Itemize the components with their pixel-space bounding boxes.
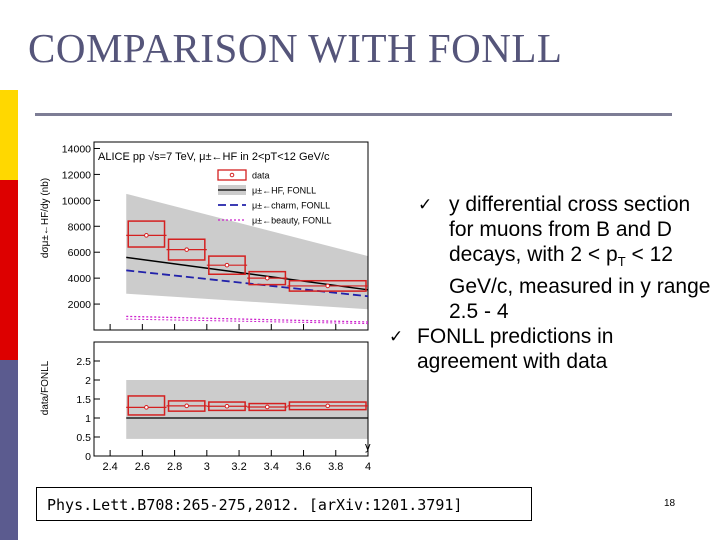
upper-y-axis-label: dσμ±←HF/dy (nb)	[40, 178, 51, 258]
cross-section-plot: 2000 4000 6000 8000 10000 12000 14000 0 0.5 1 1.5…	[40, 141, 371, 473]
x-tick-label: 3.4	[264, 461, 279, 473]
ratio-y-tick-label: 2.5	[76, 356, 91, 368]
reference-citation: Phys.Lett.B708:265-275,2012. [arXiv:1201…	[36, 487, 532, 521]
ratio-point	[184, 403, 189, 409]
sidebar-segment-blue	[0, 360, 18, 540]
data-point	[224, 262, 230, 268]
legend-swatch-data	[217, 169, 247, 181]
ratio-y-tick-label: 1.5	[76, 394, 91, 406]
upper-panel: 2000 4000 6000 8000 10000 12000 14000	[62, 141, 369, 331]
x-tick-label: 4	[365, 461, 371, 473]
legend-swatch-point	[229, 172, 235, 178]
ratio-point	[224, 403, 230, 409]
chart-title: ALICE pp √s=7 TeV, μ±←HF in 2<pT<12 GeV/…	[98, 151, 330, 163]
ratio-y-tick-label: 1	[85, 413, 91, 425]
slide-sidebar	[0, 0, 18, 540]
upper-y-tick-label: 14000	[62, 143, 91, 155]
legend-label: μ±←charm, FONLL	[252, 201, 330, 211]
upper-y-tick-label: 8000	[68, 221, 92, 233]
data-point	[264, 275, 270, 281]
sidebar-segment-yellow	[0, 90, 18, 180]
ratio-point	[325, 403, 331, 409]
upper-y-tick-label: 10000	[62, 195, 91, 207]
upper-frame	[93, 141, 369, 331]
x-tick-label: 3.6	[296, 461, 311, 473]
bullet-subscript: T	[617, 254, 626, 270]
bullet-fonll-agreement: ✓ FONLL predictions in agreement with da…	[389, 324, 711, 374]
ratio-y-tick-label: 2	[85, 375, 91, 387]
ratio-y-tick-label: 0	[85, 451, 91, 463]
ratio-y-axis-label: data/FONLL	[40, 360, 51, 415]
x-tick-label: 2.4	[102, 461, 117, 473]
x-axis: 2.4 2.6 2.8 3 3.2 3.4 3.6 3.8 4	[102, 324, 371, 473]
data-point	[184, 247, 189, 252]
x-tick-label: 3	[204, 461, 210, 473]
bullet-text-part: y differential cross section for muons f…	[449, 193, 691, 266]
chart-legend: data μ±←HF, FONLL μ±←charm, FONLL μ±←beauty…	[217, 169, 332, 226]
x-tick-label: 2.6	[135, 461, 150, 473]
upper-y-tick-label: 4000	[68, 273, 92, 285]
upper-y-tick-label: 12000	[62, 169, 91, 181]
page-number: 18	[664, 498, 676, 509]
bullet-list: ✓ y differential cross section for muons…	[389, 192, 711, 374]
legend-label: μ±←beauty, FONLL	[252, 216, 332, 226]
x-axis-label: y	[365, 441, 371, 453]
checkmark-icon: ✓	[389, 327, 404, 347]
data-point	[144, 233, 149, 238]
checkmark-icon: ✓	[418, 195, 433, 214]
ratio-sys-box	[127, 395, 166, 416]
legend-label: data	[252, 171, 270, 181]
bullet-text-part: FONLL predictions in agreement with data	[417, 325, 614, 374]
bullet-text-part: < 12 GeV/c, measured in y range 2.5 - 4	[449, 243, 711, 324]
upper-y-tick-label: 2000	[68, 299, 92, 311]
bullet-cross-section: ✓ y differential cross section for muons…	[411, 192, 711, 324]
fonll-charm-line	[126, 269, 369, 298]
ratio-y-tick-label: 0.5	[76, 432, 91, 444]
fonll-beauty-line-low	[126, 318, 369, 325]
x-tick-label: 2.8	[167, 461, 182, 473]
ratio-point	[264, 404, 270, 410]
sidebar-segment-red	[0, 180, 18, 360]
x-tick-label: 3.2	[231, 461, 246, 473]
ratio-point	[144, 405, 149, 410]
data-sys-box	[127, 220, 166, 248]
title-underline	[35, 113, 672, 116]
data-point	[325, 283, 331, 289]
fonll-beauty-line	[126, 315, 369, 323]
upper-y-tick-label: 6000	[68, 247, 92, 259]
slide-title: COMPARISON WITH FONLL	[28, 25, 563, 71]
x-tick-label: 3.8	[328, 461, 343, 473]
sidebar-segment-white	[0, 0, 18, 90]
legend-label: μ±←HF, FONLL	[252, 186, 316, 196]
ratio-panel: 0 0.5 1 1.5 2 2.5	[76, 341, 369, 463]
